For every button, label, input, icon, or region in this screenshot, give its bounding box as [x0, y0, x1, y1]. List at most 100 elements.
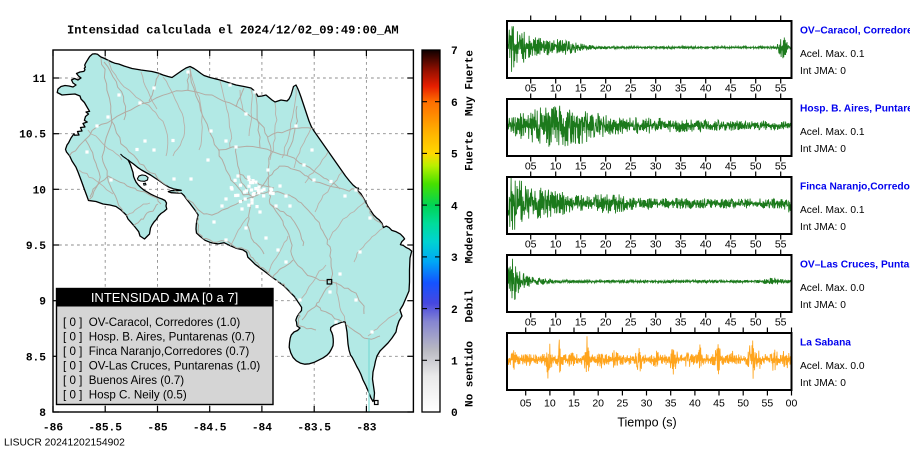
svg-text:Int JMA: 0: Int JMA: 0: [800, 144, 846, 155]
svg-text:No sentido: No sentido: [465, 341, 477, 407]
svg-text:35: 35: [665, 398, 677, 410]
svg-text:45: 45: [725, 239, 737, 251]
svg-text:INTENSIDAD JMA [0 a 7]: INTENSIDAD JMA [0 a 7]: [91, 290, 238, 305]
svg-text:55: 55: [775, 317, 787, 329]
svg-text:-85: -85: [147, 423, 167, 435]
svg-text:30: 30: [650, 161, 662, 173]
svg-text:Muy Fuerte: Muy Fuerte: [465, 50, 477, 116]
svg-text:6: 6: [451, 98, 458, 110]
svg-text:10: 10: [33, 185, 47, 197]
svg-text:15: 15: [575, 83, 587, 95]
svg-text:Int JMA: 0: Int JMA: 0: [800, 300, 846, 311]
svg-text:-84: -84: [252, 423, 272, 435]
svg-text:35: 35: [675, 83, 687, 95]
svg-text:45: 45: [725, 83, 737, 95]
svg-text:[ 0 ] Hosp C. Neily (0.5): [ 0 ] Hosp C. Neily (0.5): [63, 389, 187, 402]
svg-text:[ 0 ] Finca Naranjo,Corredore: [ 0 ] Finca Naranjo,Corredores (0.7): [63, 345, 249, 358]
svg-text:Acel. Max. 0.1: Acel. Max. 0.1: [800, 205, 865, 216]
svg-text:20: 20: [592, 398, 604, 410]
svg-text:20: 20: [600, 83, 612, 95]
svg-text:Acel. Max. 0.0: Acel. Max. 0.0: [800, 283, 865, 294]
svg-text:10: 10: [550, 161, 562, 173]
svg-text:40: 40: [700, 83, 712, 95]
svg-text:55: 55: [775, 239, 787, 251]
svg-text:10: 10: [550, 83, 562, 95]
svg-text:00: 00: [786, 398, 798, 410]
svg-text:5: 5: [451, 150, 458, 162]
svg-text:Acel. Max. 0.1: Acel. Max. 0.1: [800, 127, 865, 138]
svg-text:Int JMA: 0: Int JMA: 0: [800, 222, 846, 233]
svg-text:30: 30: [650, 83, 662, 95]
svg-text:35: 35: [675, 317, 687, 329]
svg-text:OV–Las Cruces, Puntarenas: OV–Las Cruces, Puntarenas: [800, 260, 910, 271]
svg-text:40: 40: [700, 161, 712, 173]
svg-text:8: 8: [39, 408, 46, 420]
svg-text:7: 7: [451, 46, 458, 58]
svg-text:40: 40: [700, 317, 712, 329]
svg-text:Acel. Max. 0.1: Acel. Max. 0.1: [800, 49, 865, 60]
svg-text:Tiempo (s): Tiempo (s): [617, 416, 676, 430]
svg-text:30: 30: [650, 317, 662, 329]
svg-text:50: 50: [750, 161, 762, 173]
svg-text:9: 9: [39, 297, 46, 309]
svg-text:15: 15: [575, 317, 587, 329]
svg-text:05: 05: [520, 398, 532, 410]
svg-text:25: 25: [625, 239, 637, 251]
svg-text:LISUCR 20241202154902: LISUCR 20241202154902: [4, 438, 125, 449]
svg-text:05: 05: [525, 239, 537, 251]
svg-text:25: 25: [625, 317, 637, 329]
svg-text:05: 05: [525, 161, 537, 173]
svg-text:25: 25: [625, 161, 637, 173]
svg-text:25: 25: [617, 398, 629, 410]
svg-text:55: 55: [775, 161, 787, 173]
svg-text:[ 0 ] OV-Las Cruces, Puntaren: [ 0 ] OV-Las Cruces, Puntarenas (1.0): [63, 360, 260, 373]
svg-text:OV–Caracol, Corredores: OV–Caracol, Corredores: [800, 26, 910, 37]
svg-text:45: 45: [713, 398, 725, 410]
svg-text:La Sabana: La Sabana: [800, 338, 851, 349]
svg-text:20: 20: [600, 239, 612, 251]
svg-text:[ 0 ] Hosp. B. Aires, Puntare: [ 0 ] Hosp. B. Aires, Puntarenas (0.7): [63, 331, 255, 344]
svg-text:50: 50: [750, 239, 762, 251]
svg-text:50: 50: [737, 398, 749, 410]
svg-text:15: 15: [575, 239, 587, 251]
svg-text:Fuerte: Fuerte: [465, 131, 477, 171]
svg-text:Int JMA: 0: Int JMA: 0: [800, 378, 846, 389]
svg-text:-83: -83: [356, 423, 376, 435]
svg-text:9.5: 9.5: [26, 241, 46, 253]
svg-text:05: 05: [525, 83, 537, 95]
svg-text:Hosp. B. Aires, Puntarenas: Hosp. B. Aires, Puntarenas: [800, 104, 910, 115]
svg-text:15: 15: [568, 398, 580, 410]
svg-text:Int JMA: 0: Int JMA: 0: [800, 66, 846, 77]
svg-text:0: 0: [451, 408, 458, 420]
svg-text:8.5: 8.5: [26, 352, 46, 364]
svg-text:-84.5: -84.5: [193, 423, 227, 435]
svg-text:30: 30: [650, 239, 662, 251]
svg-text:40: 40: [700, 239, 712, 251]
svg-text:55: 55: [775, 83, 787, 95]
svg-text:25: 25: [625, 83, 637, 95]
svg-text:20: 20: [600, 317, 612, 329]
svg-text:30: 30: [641, 398, 653, 410]
svg-text:Debil: Debil: [465, 289, 477, 322]
svg-text:15: 15: [575, 161, 587, 173]
svg-text:50: 50: [750, 317, 762, 329]
svg-text:20: 20: [600, 161, 612, 173]
svg-text:Moderado: Moderado: [465, 210, 477, 263]
svg-text:10: 10: [550, 317, 562, 329]
svg-text:35: 35: [675, 239, 687, 251]
svg-text:45: 45: [725, 161, 737, 173]
svg-text:[ 0 ] OV-Caracol, Corredores: [ 0 ] OV-Caracol, Corredores (1.0): [63, 316, 240, 329]
svg-text:40: 40: [689, 398, 701, 410]
svg-text:05: 05: [525, 317, 537, 329]
svg-text:-85.5: -85.5: [88, 423, 122, 435]
svg-text:4: 4: [451, 201, 458, 213]
svg-text:1: 1: [451, 357, 458, 369]
svg-text:10: 10: [544, 398, 556, 410]
svg-text:55: 55: [762, 398, 774, 410]
svg-text:[ 0 ] Buenos Aires (0.7): [ 0 ] Buenos Aires (0.7): [63, 374, 184, 387]
svg-text:-86: -86: [43, 423, 63, 435]
svg-text:2: 2: [451, 305, 458, 317]
svg-text:50: 50: [750, 83, 762, 95]
svg-text:45: 45: [725, 317, 737, 329]
svg-text:10: 10: [550, 239, 562, 251]
